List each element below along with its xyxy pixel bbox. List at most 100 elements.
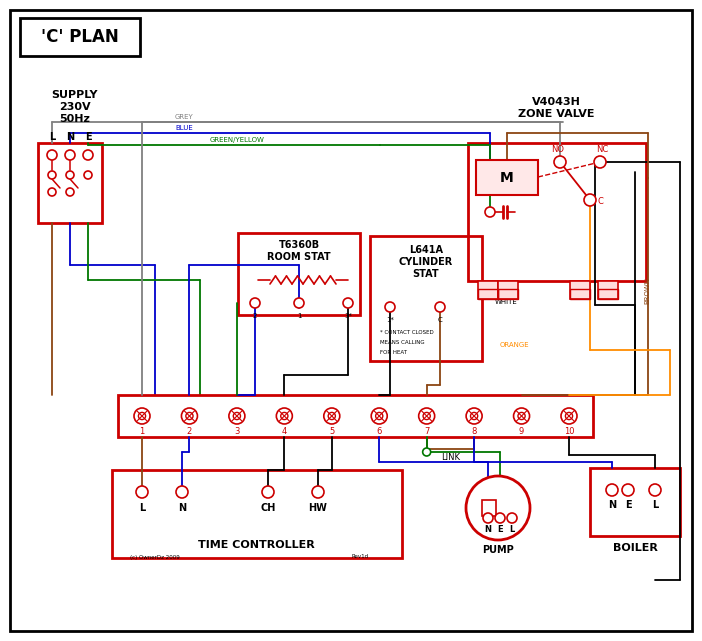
Circle shape: [466, 476, 530, 540]
Circle shape: [649, 484, 661, 496]
Text: N: N: [608, 500, 616, 510]
Circle shape: [294, 298, 304, 308]
Circle shape: [507, 513, 517, 523]
Text: 230V: 230V: [59, 102, 91, 112]
Text: 4: 4: [282, 428, 287, 437]
Text: CYLINDER: CYLINDER: [399, 257, 453, 267]
Text: TIME CONTROLLER: TIME CONTROLLER: [198, 540, 314, 550]
Bar: [478, 281, 498, 299]
Circle shape: [343, 298, 353, 308]
Text: GREEN/YELLOW: GREEN/YELLOW: [210, 137, 265, 143]
Bar: [598, 289, 618, 299]
Bar: [20, 18, 140, 56]
Bar: [598, 281, 618, 299]
Bar: [238, 233, 360, 315]
Text: * CONTACT CLOSED: * CONTACT CLOSED: [380, 331, 434, 335]
Circle shape: [485, 207, 495, 217]
Text: 50Hz: 50Hz: [60, 114, 91, 124]
Circle shape: [47, 150, 57, 160]
Text: N: N: [484, 526, 491, 535]
Circle shape: [176, 486, 188, 498]
Text: L641A: L641A: [409, 245, 443, 255]
Text: 7: 7: [424, 428, 430, 437]
Text: T6360B: T6360B: [279, 240, 319, 250]
Circle shape: [594, 156, 606, 168]
Text: ROOM STAT: ROOM STAT: [267, 252, 331, 262]
Circle shape: [584, 194, 596, 206]
Bar: [478, 289, 498, 299]
Text: ORANGE: ORANGE: [500, 342, 529, 348]
Text: NC: NC: [596, 146, 608, 154]
Circle shape: [483, 513, 493, 523]
Text: (c) OwnerDz 2009: (c) OwnerDz 2009: [130, 554, 180, 560]
Text: SUPPLY: SUPPLY: [52, 90, 98, 100]
Text: 1: 1: [140, 428, 145, 437]
Text: 1*: 1*: [386, 317, 394, 323]
Circle shape: [84, 171, 92, 179]
Text: 3*: 3*: [344, 313, 352, 319]
Text: LINK: LINK: [441, 453, 460, 462]
Text: BLUE: BLUE: [175, 125, 193, 131]
Text: C: C: [597, 197, 603, 206]
Circle shape: [495, 513, 505, 523]
Bar: [570, 281, 590, 299]
Circle shape: [435, 302, 445, 312]
Circle shape: [606, 484, 618, 496]
Bar: [590, 468, 680, 536]
Text: BROWN: BROWN: [644, 276, 650, 303]
Text: PUMP: PUMP: [482, 545, 514, 555]
Text: N: N: [66, 132, 74, 142]
Text: FOR HEAT: FOR HEAT: [380, 351, 407, 356]
Text: 9: 9: [519, 428, 524, 437]
Text: NO: NO: [552, 146, 564, 154]
Text: Rev1d: Rev1d: [352, 554, 369, 560]
Text: L: L: [510, 526, 515, 535]
Circle shape: [48, 171, 56, 179]
Circle shape: [66, 188, 74, 196]
Bar: [498, 281, 518, 299]
Text: E: E: [625, 500, 631, 510]
Bar: [38, 143, 102, 223]
Bar: [570, 289, 590, 299]
Circle shape: [554, 156, 566, 168]
Text: 10: 10: [564, 428, 574, 437]
Text: M: M: [500, 171, 514, 185]
Circle shape: [622, 484, 634, 496]
Text: N: N: [178, 503, 186, 513]
Text: 2: 2: [253, 313, 257, 319]
Text: 3: 3: [234, 428, 239, 437]
Text: CH: CH: [260, 503, 276, 513]
Bar: [112, 470, 402, 558]
Circle shape: [136, 486, 148, 498]
Bar: [498, 289, 518, 299]
Circle shape: [262, 486, 274, 498]
Circle shape: [48, 188, 56, 196]
Text: MEANS CALLING: MEANS CALLING: [380, 340, 425, 345]
Bar: [476, 160, 538, 195]
Circle shape: [312, 486, 324, 498]
Bar: [468, 143, 646, 281]
Text: ZONE VALVE: ZONE VALVE: [518, 109, 595, 119]
Text: L: L: [652, 500, 658, 510]
Circle shape: [423, 448, 430, 456]
Text: GREY: GREY: [175, 114, 194, 120]
Circle shape: [385, 302, 395, 312]
Bar: [118, 395, 593, 437]
Text: L: L: [49, 132, 55, 142]
Text: 8: 8: [472, 428, 477, 437]
Text: HW: HW: [309, 503, 327, 513]
Text: BOILER: BOILER: [613, 543, 658, 553]
Text: V4043H: V4043H: [531, 97, 581, 107]
Text: E: E: [497, 526, 503, 535]
Text: STAT: STAT: [413, 269, 439, 279]
Circle shape: [66, 171, 74, 179]
Circle shape: [250, 298, 260, 308]
Text: 6: 6: [376, 428, 382, 437]
Text: 'C' PLAN: 'C' PLAN: [41, 28, 119, 46]
Text: WHITE: WHITE: [495, 299, 518, 305]
Bar: [482, 500, 496, 516]
Text: 2: 2: [187, 428, 192, 437]
Circle shape: [83, 150, 93, 160]
Text: C: C: [437, 317, 442, 323]
Bar: [370, 236, 482, 361]
